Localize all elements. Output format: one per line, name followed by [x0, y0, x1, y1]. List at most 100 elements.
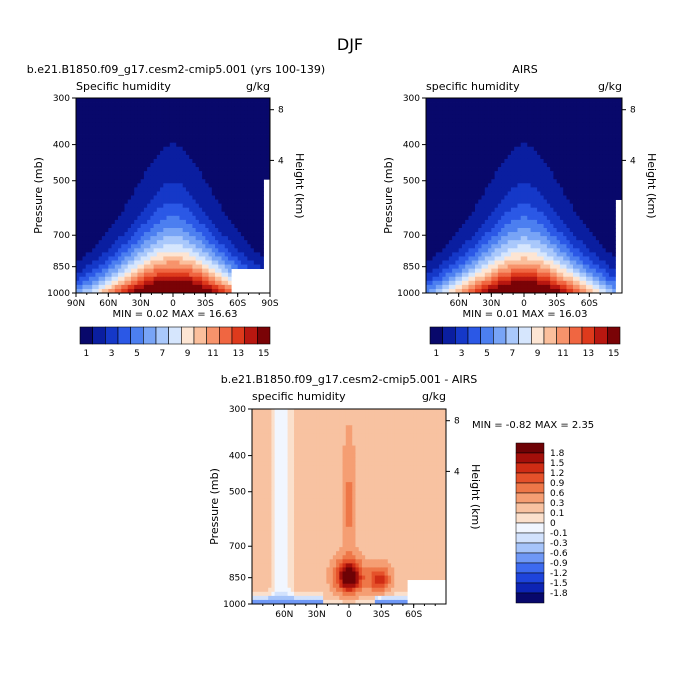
contour-cell: [253, 195, 258, 200]
contour-cell: [504, 154, 509, 160]
contour-cell: [595, 122, 600, 127]
colorbar-swatch: [79, 326, 93, 345]
contour-cell: [88, 126, 93, 131]
contour-cell: [79, 240, 83, 245]
contour-cell: [612, 215, 616, 221]
contour-cell: [153, 122, 158, 127]
contour-cell: [121, 163, 125, 168]
contour-cell: [189, 276, 193, 282]
contour-cell: [550, 195, 554, 200]
contour-cell: [595, 130, 600, 135]
contour-cell: [192, 240, 197, 245]
contour-cell: [533, 146, 538, 152]
contour-cell: [442, 138, 446, 144]
contour-cell: [586, 187, 590, 192]
contour-cell: [150, 228, 154, 233]
contour-cell: [82, 207, 87, 213]
contour-cell: [543, 167, 548, 172]
contour-cell: [192, 122, 197, 127]
contour-cell: [124, 248, 129, 253]
contour-cell: [160, 219, 164, 225]
contour-cell: [221, 163, 226, 168]
contour-cell: [221, 248, 226, 253]
contour-cell: [260, 118, 264, 123]
contour-cell: [173, 118, 177, 123]
contour-cell: [475, 219, 479, 225]
contour-cell: [488, 122, 492, 127]
contour-cell: [169, 134, 174, 140]
contour-cell: [98, 248, 103, 253]
contour-cell: [488, 195, 492, 200]
contour-cell: [533, 207, 538, 213]
contour-cell: [237, 203, 242, 209]
contour-cell: [524, 195, 528, 200]
contour-cell: [478, 183, 482, 188]
contour-cell: [227, 211, 232, 217]
contour-cell: [156, 122, 161, 127]
contour-cell: [79, 199, 83, 205]
contour-cell: [540, 187, 544, 192]
contour-cell: [475, 110, 479, 115]
contour-cell: [140, 207, 145, 213]
contour-cell: [224, 187, 229, 192]
contour-cell: [195, 199, 200, 205]
contour-cell: [92, 130, 96, 135]
contour-cell: [169, 215, 174, 221]
contour-cell: [156, 288, 161, 294]
contour-cell: [461, 142, 466, 148]
contour-cell: [98, 211, 103, 217]
contour-cell: [173, 163, 177, 168]
contour-cell: [589, 223, 593, 229]
contour-cell: [510, 158, 515, 164]
contour-cell: [105, 280, 109, 286]
contour-cell: [250, 158, 255, 164]
contour-cell: [481, 195, 486, 200]
contour-cell: [98, 215, 103, 221]
contour-cell: [471, 163, 476, 168]
contour-cell: [569, 142, 574, 148]
contour-cell: [605, 142, 610, 148]
contour-cell: [127, 211, 132, 217]
contour-cell: [517, 199, 522, 205]
contour-cell: [250, 195, 255, 200]
contour-cell: [524, 199, 528, 205]
contour-cell: [156, 268, 161, 274]
contour-cell: [166, 288, 171, 294]
contour-cell: [130, 264, 135, 270]
contour-cell: [592, 98, 597, 103]
contour-cell: [244, 142, 248, 148]
contour-cell: [426, 146, 430, 152]
contour-cell: [468, 179, 473, 184]
contour-cell: [215, 183, 219, 188]
contour-cell: [224, 195, 229, 200]
contour-cell: [461, 171, 466, 176]
contour-cell: [231, 244, 235, 249]
contour-cell: [85, 187, 90, 192]
contour-cell: [227, 163, 232, 168]
contour-cell: [618, 114, 623, 119]
contour-cell: [218, 240, 222, 245]
contour-cell: [510, 183, 515, 188]
contour-cell: [586, 138, 590, 144]
contour-cell: [118, 232, 122, 237]
contour-cell: [471, 110, 476, 115]
contour-cell: [105, 215, 109, 221]
colorbar-label: 3: [109, 349, 115, 359]
contour-cell: [173, 187, 177, 192]
contour-cell: [108, 211, 112, 217]
contour-cell: [163, 118, 167, 123]
contour-cell: [566, 191, 571, 196]
contour-cell: [221, 154, 226, 160]
contour-cell: [452, 207, 456, 213]
contour-cell: [176, 171, 180, 176]
contour-cell: [533, 138, 538, 144]
contour-cell: [260, 203, 264, 209]
contour-cell: [546, 171, 551, 176]
contour-cell: [524, 191, 528, 196]
contour-cell: [143, 134, 148, 140]
contour-cell: [576, 232, 580, 237]
contour-cell: [263, 142, 268, 148]
contour-cell: [244, 223, 248, 229]
contour-cell: [160, 158, 164, 164]
contour-cell: [553, 228, 558, 233]
